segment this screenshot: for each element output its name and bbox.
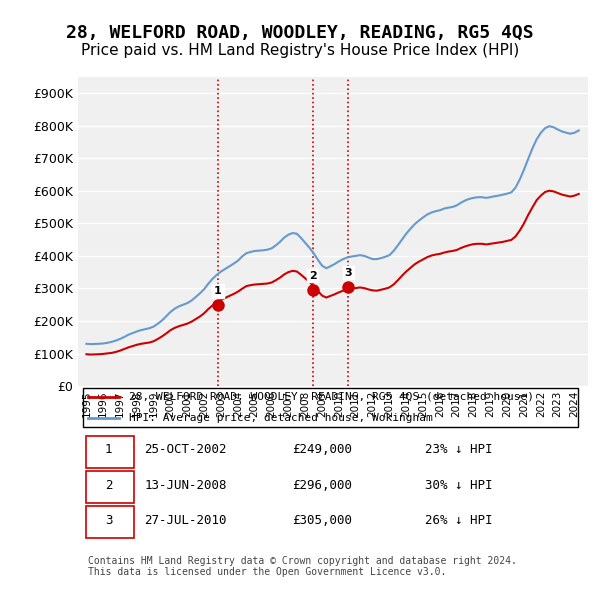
Text: HPI: Average price, detached house, Wokingham: HPI: Average price, detached house, Woki… xyxy=(129,413,433,423)
Text: 25-OCT-2002: 25-OCT-2002 xyxy=(145,444,227,457)
Text: 28, WELFORD ROAD, WOODLEY, READING, RG5 4QS: 28, WELFORD ROAD, WOODLEY, READING, RG5 … xyxy=(66,24,534,41)
Text: 23% ↓ HPI: 23% ↓ HPI xyxy=(425,444,493,457)
Text: Contains HM Land Registry data © Crown copyright and database right 2024.
This d: Contains HM Land Registry data © Crown c… xyxy=(88,556,517,578)
Text: Price paid vs. HM Land Registry's House Price Index (HPI): Price paid vs. HM Land Registry's House … xyxy=(81,42,519,58)
Text: 2: 2 xyxy=(105,478,112,491)
Text: £249,000: £249,000 xyxy=(292,444,352,457)
Text: 3: 3 xyxy=(344,268,352,278)
Text: £296,000: £296,000 xyxy=(292,478,352,491)
Text: 1: 1 xyxy=(214,286,222,296)
Text: 28, WELFORD ROAD, WOODLEY, READING, RG5 4QS (detached house): 28, WELFORD ROAD, WOODLEY, READING, RG5 … xyxy=(129,392,534,402)
Text: 2: 2 xyxy=(309,271,317,281)
Text: £305,000: £305,000 xyxy=(292,514,352,527)
Text: 30% ↓ HPI: 30% ↓ HPI xyxy=(425,478,493,491)
Text: 3: 3 xyxy=(105,514,112,527)
Text: 27-JUL-2010: 27-JUL-2010 xyxy=(145,514,227,527)
Text: 13-JUN-2008: 13-JUN-2008 xyxy=(145,478,227,491)
Text: 26% ↓ HPI: 26% ↓ HPI xyxy=(425,514,493,527)
Text: 1: 1 xyxy=(105,444,112,457)
